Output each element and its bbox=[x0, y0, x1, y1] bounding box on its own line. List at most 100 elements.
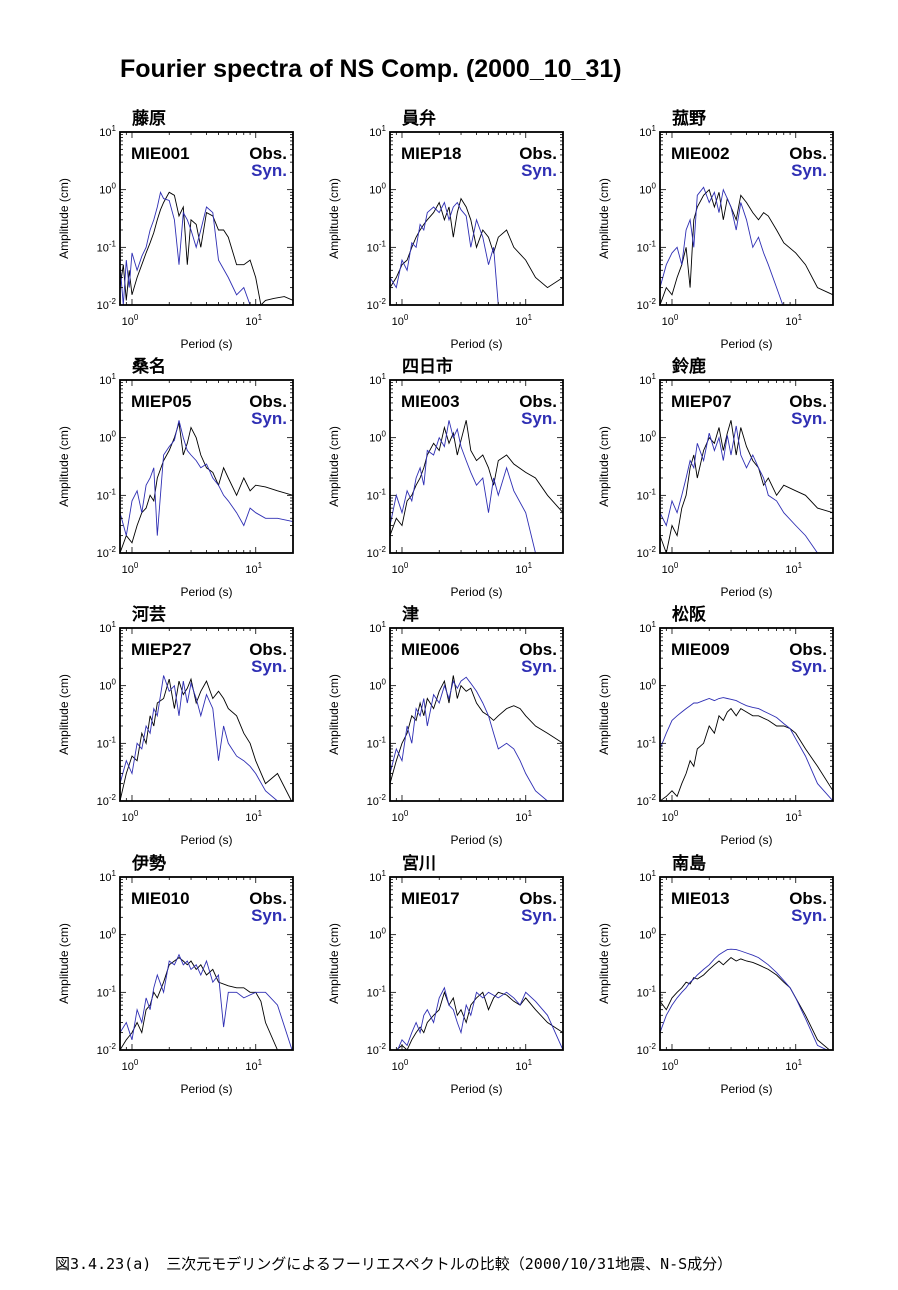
y-axis-label: Amplitude (cm) bbox=[597, 674, 611, 755]
x-axis-label: Period (s) bbox=[450, 833, 502, 847]
syn-spectrum-line bbox=[390, 420, 538, 553]
legend-syn: Syn. bbox=[791, 161, 827, 180]
syn-spectrum-line bbox=[660, 425, 820, 553]
x-tick-label: 100 bbox=[392, 1058, 409, 1073]
station-place-name: 員弁 bbox=[401, 108, 436, 129]
legend-obs: Obs. bbox=[519, 889, 557, 908]
x-axis-label: Period (s) bbox=[720, 1082, 772, 1096]
y-tick-label: 10-2 bbox=[97, 1042, 117, 1057]
spectrum-panel: 101 100 10-1 10-2 100 101 Period (s) Amplitude … bbox=[57, 853, 294, 1096]
x-tick-label: 100 bbox=[662, 561, 679, 576]
obs-spectrum-line bbox=[120, 677, 293, 801]
y-tick-label: 10-1 bbox=[367, 487, 387, 502]
x-axis-label: Period (s) bbox=[450, 1082, 502, 1096]
spectrum-panel: 101 100 10-1 10-2 100 101 Period (s) Amplitude … bbox=[327, 356, 564, 599]
x-tick-label: 101 bbox=[515, 1058, 532, 1073]
legend-obs: Obs. bbox=[789, 889, 827, 908]
y-tick-label: 101 bbox=[369, 869, 386, 884]
y-tick-label: 101 bbox=[639, 620, 656, 635]
y-tick-label: 10-1 bbox=[637, 239, 657, 254]
y-tick-label: 100 bbox=[99, 678, 116, 693]
station-place-name: 菰野 bbox=[672, 109, 706, 129]
x-tick-label: 101 bbox=[785, 313, 802, 328]
x-tick-label: 100 bbox=[392, 313, 409, 328]
legend-syn: Syn. bbox=[521, 906, 557, 925]
station-place-name: 松阪 bbox=[672, 604, 706, 625]
legend-obs: Obs. bbox=[249, 392, 287, 411]
y-axis-label: Amplitude (cm) bbox=[57, 674, 71, 755]
obs-spectrum-line bbox=[660, 188, 833, 305]
y-tick-label: 10-2 bbox=[97, 297, 117, 312]
legend-syn: Syn. bbox=[251, 657, 287, 676]
y-tick-label: 10-2 bbox=[97, 545, 117, 560]
station-code: MIE006 bbox=[401, 640, 460, 659]
legend-syn: Syn. bbox=[251, 409, 287, 428]
station-code: MIE013 bbox=[671, 889, 730, 908]
y-tick-label: 10-1 bbox=[97, 735, 117, 750]
y-tick-label: 101 bbox=[99, 869, 116, 884]
station-code: MIE017 bbox=[401, 889, 460, 908]
x-tick-label: 101 bbox=[785, 561, 802, 576]
y-axis-label: Amplitude (cm) bbox=[57, 178, 71, 259]
legend-obs: Obs. bbox=[789, 144, 827, 163]
x-axis-label: Period (s) bbox=[180, 1082, 232, 1096]
x-axis-label: Period (s) bbox=[180, 585, 232, 599]
figure-title: Fourier spectra of NS Comp. (2000_10_31) bbox=[120, 55, 622, 83]
x-axis-label: Period (s) bbox=[180, 833, 232, 847]
y-axis-label: Amplitude (cm) bbox=[327, 923, 341, 1004]
station-place-name: 南島 bbox=[672, 853, 706, 874]
syn-spectrum-line bbox=[390, 201, 500, 305]
legend-syn: Syn. bbox=[251, 161, 287, 180]
y-tick-label: 100 bbox=[369, 927, 386, 942]
x-axis-label: Period (s) bbox=[450, 585, 502, 599]
y-tick-label: 10-2 bbox=[637, 793, 657, 808]
y-axis-label: Amplitude (cm) bbox=[597, 426, 611, 507]
legend-obs: Obs. bbox=[249, 144, 287, 163]
y-tick-label: 10-1 bbox=[637, 735, 657, 750]
x-tick-label: 101 bbox=[245, 1058, 262, 1073]
y-tick-label: 101 bbox=[639, 124, 656, 139]
legend-syn: Syn. bbox=[791, 906, 827, 925]
y-tick-label: 101 bbox=[99, 372, 116, 387]
y-tick-label: 10-1 bbox=[367, 239, 387, 254]
obs-spectrum-line bbox=[120, 957, 280, 1050]
x-tick-label: 101 bbox=[245, 313, 262, 328]
syn-spectrum-line bbox=[390, 986, 563, 1050]
y-axis-label: Amplitude (cm) bbox=[327, 426, 341, 507]
y-tick-label: 100 bbox=[369, 430, 386, 445]
x-axis-label: Period (s) bbox=[720, 337, 772, 351]
obs-spectrum-line bbox=[660, 707, 833, 801]
y-axis-label: Amplitude (cm) bbox=[597, 923, 611, 1004]
y-tick-label: 10-2 bbox=[637, 1042, 657, 1057]
y-tick-label: 100 bbox=[369, 678, 386, 693]
obs-spectrum-line bbox=[390, 675, 563, 784]
station-place-name: 伊勢 bbox=[131, 853, 166, 874]
y-tick-label: 101 bbox=[639, 869, 656, 884]
syn-spectrum-line bbox=[390, 676, 550, 801]
y-axis-label: Amplitude (cm) bbox=[327, 674, 341, 755]
obs-spectrum-line bbox=[120, 191, 293, 305]
obs-spectrum-line bbox=[660, 420, 833, 553]
syn-spectrum-line bbox=[120, 953, 293, 1050]
station-code: MIEP07 bbox=[671, 392, 731, 411]
legend-obs: Obs. bbox=[519, 640, 557, 659]
spectrum-panel: 101 100 10-1 10-2 100 101 Period (s) Amplitude … bbox=[597, 604, 834, 847]
station-place-name: 四日市 bbox=[402, 356, 453, 377]
spectrum-panel: 101 100 10-1 10-2 100 101 Period (s) Amplitude … bbox=[327, 853, 564, 1096]
y-tick-label: 10-2 bbox=[367, 545, 387, 560]
spectrum-panel: 101 100 10-1 10-2 100 101 Period (s) Amplitude … bbox=[597, 109, 834, 351]
syn-spectrum-line bbox=[660, 697, 833, 801]
y-axis-label: Amplitude (cm) bbox=[57, 923, 71, 1004]
station-code: MIEP18 bbox=[401, 144, 461, 163]
y-axis-label: Amplitude (cm) bbox=[57, 426, 71, 507]
x-tick-label: 100 bbox=[392, 809, 409, 824]
obs-spectrum-line bbox=[390, 420, 563, 536]
x-tick-label: 100 bbox=[122, 809, 139, 824]
obs-spectrum-line bbox=[395, 990, 563, 1050]
x-tick-label: 101 bbox=[515, 809, 532, 824]
station-code: MIE009 bbox=[671, 640, 730, 659]
syn-spectrum-line bbox=[120, 190, 252, 305]
y-tick-label: 10-1 bbox=[97, 984, 117, 999]
x-tick-label: 101 bbox=[785, 1058, 802, 1073]
y-tick-label: 100 bbox=[369, 182, 386, 197]
